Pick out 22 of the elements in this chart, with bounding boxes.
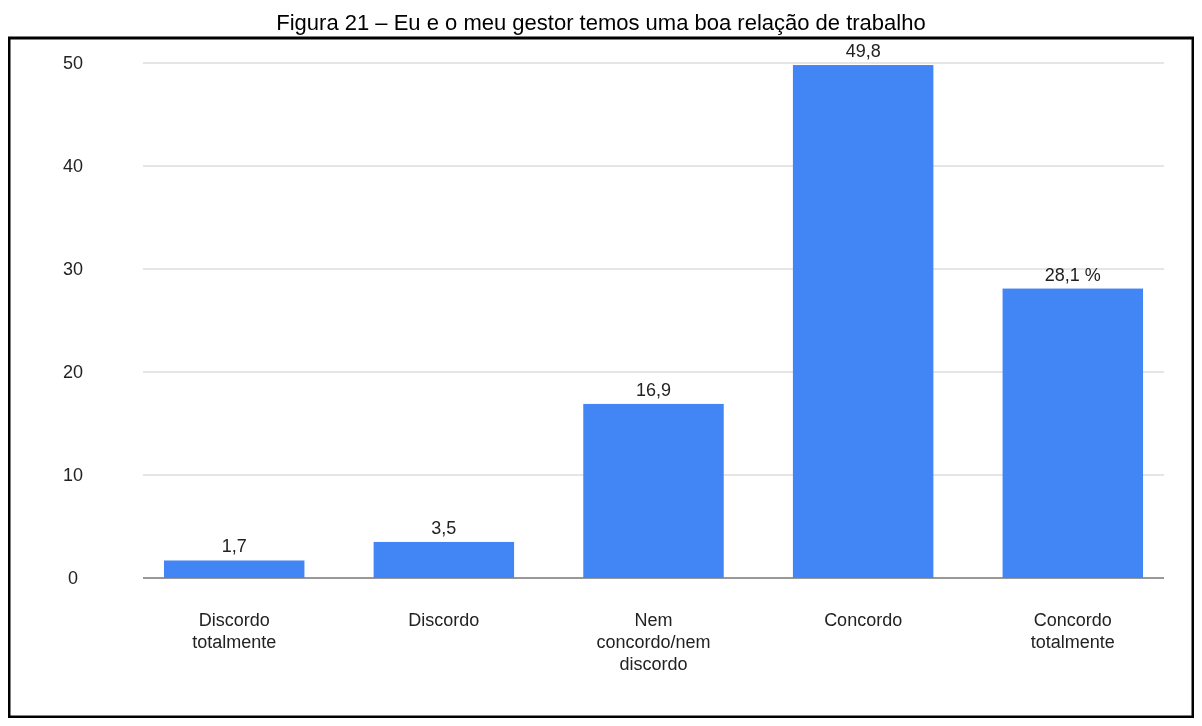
- bar: [583, 403, 724, 578]
- y-tick-label: 50: [62, 53, 84, 73]
- y-tick-label: 40: [62, 156, 84, 176]
- y-tick-label: 0: [67, 568, 79, 588]
- x-tick-label: Discordo: [408, 610, 480, 630]
- data-label: 28,1 %: [1044, 264, 1101, 285]
- x-tick-label: Concordo: [824, 610, 903, 630]
- data-label: 49,8: [845, 41, 881, 62]
- bar: [373, 541, 515, 578]
- data-label: 16,9: [635, 379, 672, 400]
- bar: [163, 560, 305, 578]
- bar: [792, 65, 934, 578]
- y-tick-label: 10: [62, 465, 84, 485]
- x-tick-label: Nem concordo/nem discordo: [596, 610, 711, 674]
- data-label: 3,5: [431, 517, 457, 538]
- bar: [1002, 288, 1144, 578]
- x-tick-label: Concordo totalmente: [1030, 610, 1115, 652]
- x-tick-label: Discordo totalmente: [192, 610, 277, 652]
- chart-title: Figura 21 – Eu e o meu gestor temos uma boa relação de trabalho: [276, 10, 926, 35]
- y-tick-label: 30: [62, 259, 84, 279]
- y-tick-label: 20: [62, 362, 84, 382]
- data-label: 1,7: [221, 536, 247, 557]
